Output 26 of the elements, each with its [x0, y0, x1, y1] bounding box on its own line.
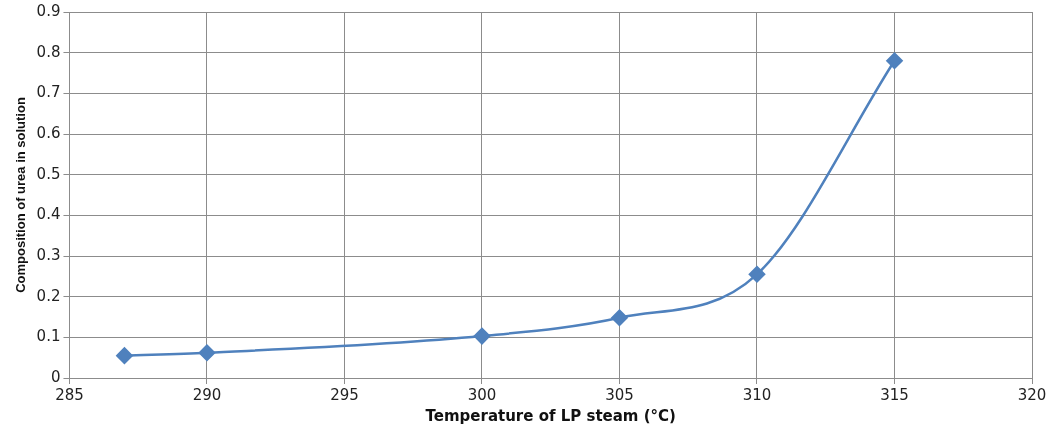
x-tick-label: 310 [742, 385, 772, 404]
y-axis-title: Composition of urea in solution [13, 97, 29, 293]
y-tick-label: 0.1 [36, 327, 61, 346]
x-tick-label: 320 [1017, 385, 1047, 404]
x-tick-label: 285 [55, 385, 84, 404]
y-tick-label: 0.6 [36, 123, 61, 142]
x-tick-label: 290 [192, 385, 222, 404]
y-tick-label: 0.4 [36, 205, 61, 224]
y-tick-label: 0.7 [36, 83, 61, 102]
point [473, 327, 491, 345]
point [611, 309, 628, 327]
point [198, 344, 216, 362]
y-tick-label: 0.3 [36, 245, 61, 264]
y-tick-label: 0.9 [36, 1, 61, 20]
point [748, 266, 766, 283]
y-tick-label: 0 [50, 367, 61, 386]
x-tick-label: 300 [467, 385, 497, 404]
y-tick-label: 0.2 [36, 286, 61, 305]
y-tick-label: 0.8 [36, 42, 61, 61]
point [886, 52, 903, 70]
y-tick-label: 0.5 [36, 164, 61, 183]
x-axis-title: Temperature of LP steam (°C) [425, 406, 676, 425]
point [116, 347, 133, 364]
x-tick-label: 315 [880, 385, 909, 404]
x-tick-label: 295 [330, 385, 359, 404]
x-tick-label: 305 [605, 385, 634, 404]
